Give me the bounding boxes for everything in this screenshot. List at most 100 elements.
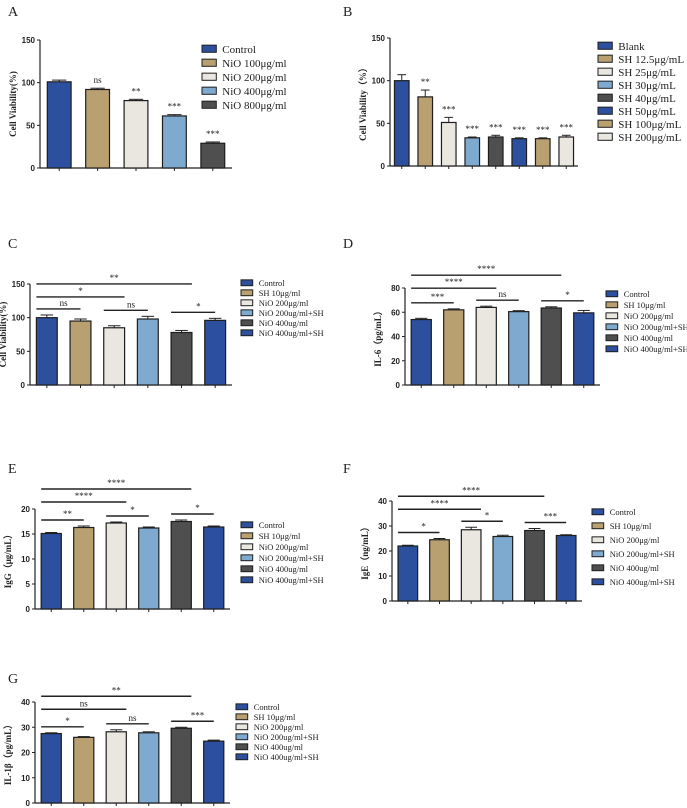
legend-label: SH 30μg/mL: [618, 80, 676, 92]
legend-label: SH 40μg/mL: [618, 93, 676, 105]
legend-swatch: [201, 58, 217, 67]
bar: [464, 137, 481, 167]
legend-label: NiO 400ug/ml+SH: [254, 752, 319, 762]
legend-label: NiO 400ug/ml: [610, 563, 660, 573]
y-tick-label: 40: [378, 497, 387, 506]
legend-swatch: [240, 554, 254, 562]
legend-swatch: [235, 743, 249, 751]
bar: [508, 311, 530, 386]
legend-swatch: [240, 289, 254, 297]
significance-label: ***: [544, 512, 558, 522]
legend-swatch: [591, 550, 605, 558]
legend-swatch: [240, 565, 254, 573]
y-tick-label: 0: [31, 164, 36, 173]
bar: [397, 545, 419, 602]
y-tick-label: 100: [12, 314, 26, 323]
legend-label: Control: [259, 278, 286, 288]
legend-swatch: [235, 733, 249, 741]
y-tick-label: 20: [378, 547, 387, 556]
significance-label: *: [130, 505, 135, 515]
significance-label: *: [565, 290, 570, 300]
y-axis-label: IL-6（pg/mL）: [373, 306, 383, 367]
legend-label: SH 10μg/ml: [610, 521, 652, 531]
significance-label: ****: [75, 491, 94, 501]
bar: [417, 96, 434, 167]
legend-label: NiO 400ug/ml+SH: [624, 344, 687, 354]
panel-label: C: [8, 237, 17, 252]
significance-label: **: [110, 273, 120, 283]
bar: [73, 526, 95, 610]
significance-label: ns: [128, 713, 137, 723]
legend-swatch: [597, 106, 613, 115]
bar: [123, 99, 149, 169]
legend-label: NiO 100μg/ml: [222, 58, 286, 70]
legend-label: Control: [259, 520, 286, 530]
legend-label: SH 10μg/ml: [254, 712, 296, 722]
significance-label: ****: [431, 498, 450, 508]
significance-label: *: [421, 522, 426, 532]
y-tick-label: 0: [21, 381, 26, 390]
legend-swatch: [235, 753, 249, 761]
legend-swatch: [605, 312, 619, 320]
significance-label: ns: [94, 75, 103, 85]
bar: [46, 81, 72, 169]
significance-label: **: [112, 685, 122, 695]
y-tick-label: 50: [376, 119, 385, 128]
legend-swatch: [597, 54, 613, 63]
legend-label: NiO 400ug/ml+SH: [610, 577, 675, 587]
bar: [487, 136, 504, 167]
legend-swatch: [201, 72, 217, 81]
significance-label: ****: [107, 478, 126, 488]
bar: [475, 306, 497, 386]
significance-label: *: [78, 286, 83, 296]
panel-label: B: [343, 5, 352, 20]
significance-label: ns: [80, 698, 89, 708]
legend-label: NiO 200ug/ml+SH: [259, 553, 324, 563]
legend-label: NiO 200μg/ml: [259, 542, 309, 552]
legend-swatch: [201, 86, 217, 95]
legend-swatch: [591, 522, 605, 530]
legend-label: NiO 200μg/ml: [254, 722, 304, 732]
bar: [203, 740, 225, 804]
y-axis-label: Cell Viability(%): [0, 302, 8, 368]
bar: [103, 327, 126, 386]
bar: [138, 527, 160, 610]
legend-swatch: [235, 713, 249, 721]
legend-swatch: [240, 299, 254, 307]
y-tick-label: 10: [21, 774, 30, 783]
legend-label: NiO 400ug/ml: [254, 742, 304, 752]
bar: [85, 88, 111, 169]
y-tick-label: 100: [372, 77, 386, 86]
legend-swatch: [240, 576, 254, 584]
legend-swatch: [605, 345, 619, 353]
legend-swatch: [201, 44, 217, 53]
legend-label: SH 10μg/ml: [259, 288, 301, 298]
bar: [170, 520, 192, 610]
y-axis-label: Cell Viability(%): [8, 71, 18, 137]
bar: [492, 535, 514, 602]
legend-label: NiO 400ug/ml: [624, 333, 674, 343]
legend-swatch: [597, 80, 613, 89]
bar: [35, 317, 58, 386]
bar: [161, 115, 187, 169]
panel-label: D: [343, 237, 353, 252]
bar: [105, 522, 127, 610]
significance-label: ****: [445, 277, 464, 287]
legend-swatch: [235, 723, 249, 731]
significance-label: *: [195, 503, 200, 513]
significance-label: ***: [168, 102, 182, 112]
legend-swatch: [201, 100, 217, 109]
y-axis-label: Cell Viability（%）: [358, 63, 368, 141]
legend-label: NiO 200ug/ml+SH: [624, 322, 687, 332]
significance-label: ns: [60, 298, 69, 308]
significance-label: ns: [498, 289, 507, 299]
bar: [73, 736, 95, 804]
y-tick-label: 20: [391, 357, 400, 366]
bar: [105, 731, 127, 804]
legend-label: NiO 200μg/ml: [259, 298, 309, 308]
bar: [170, 331, 193, 386]
